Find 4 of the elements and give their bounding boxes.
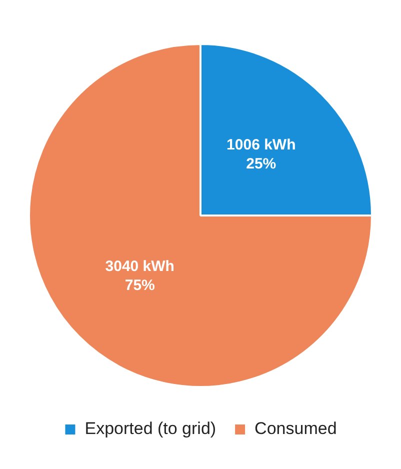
legend-label: Exported (to grid) xyxy=(84,419,216,438)
data-label: 3040 kWh 75% xyxy=(105,258,174,294)
data-label: 1006 kWh 25% xyxy=(226,136,296,173)
legend-label: Consumed xyxy=(254,419,337,438)
